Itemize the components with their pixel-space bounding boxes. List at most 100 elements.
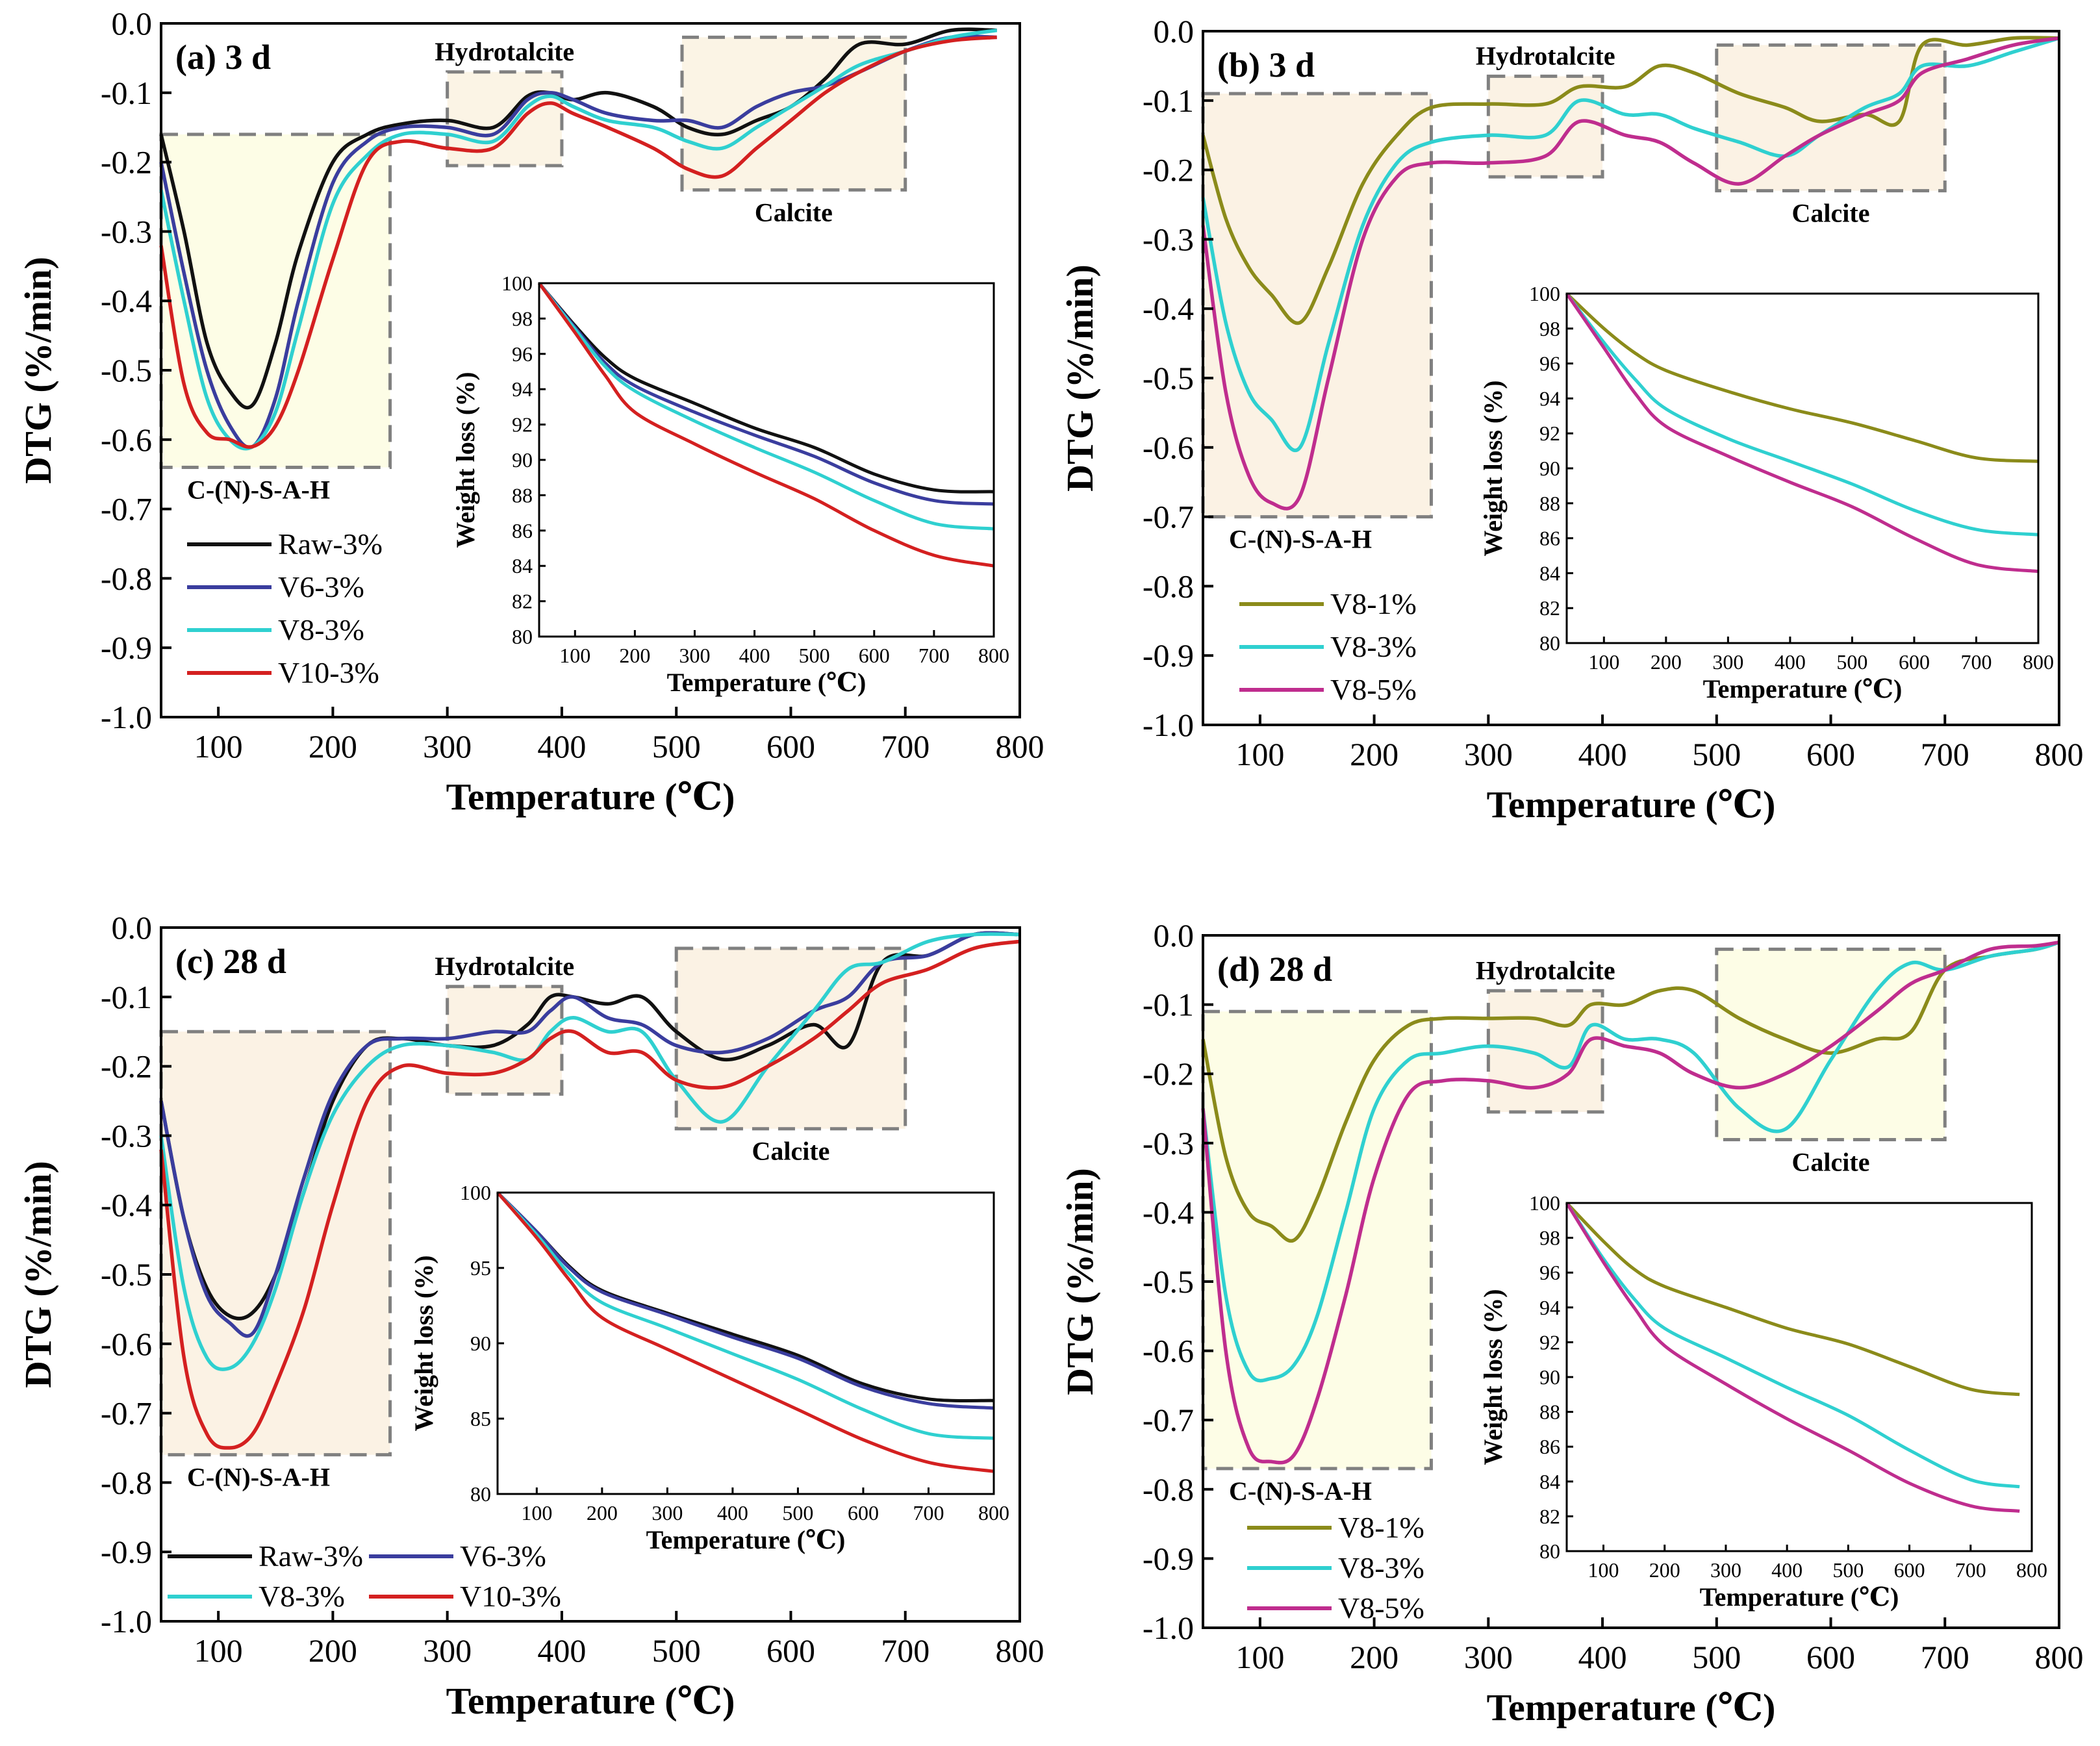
inset-x-tick-label: 300 [1712,650,1743,674]
inset-x-tick-label: 500 [799,644,830,667]
y-tick-label: -0.1 [101,979,152,1015]
legend-label: V8-1% [1338,1511,1424,1544]
x-tick-label: 300 [1464,1639,1513,1675]
legend-label: V8-5% [1330,673,1417,706]
y-tick-label: -0.5 [101,352,152,388]
inset-y-tick-label: 100 [460,1181,491,1204]
inset-x-tick-label: 500 [1832,1558,1864,1582]
inset-y-tick-label: 88 [1539,492,1560,515]
legend-label: V6-3% [278,570,364,603]
inset-x-tick-label: 200 [1651,650,1682,674]
legend-label: V10-3% [460,1580,561,1613]
inset-y-axis-title: Weight loss (%) [1478,1289,1508,1465]
inset-series-line-V8-1% [1565,292,2039,463]
y-tick-label: -0.8 [101,1464,152,1500]
region-label: C-(N)-S-A-H [1229,525,1372,554]
region-box-0 [1201,1009,1433,1471]
inset-y-tick-label: 94 [1539,386,1560,410]
y-tick-label: -0.4 [101,1187,152,1223]
inset-x-axis-title: Temperature (℃) [1700,1582,1899,1612]
y-tick-label: -0.7 [1143,499,1194,535]
x-axis-title: Temperature (℃) [446,776,735,818]
y-axis-title: DTG (%/min) [17,1161,59,1388]
inset-y-tick-label: 88 [1539,1400,1560,1424]
y-tick-label: -0.4 [101,283,152,319]
inset-x-tick-label: 700 [918,644,950,667]
inset-y-tick-label: 98 [1539,1226,1560,1250]
x-tick-label: 400 [537,1632,586,1669]
inset-y-tick-label: 90 [1539,1365,1560,1389]
region-box-2 [1715,43,1947,193]
y-tick-label: -0.7 [101,491,152,527]
inset-y-tick-label: 92 [1539,422,1560,445]
panel-label: (b) 3 d [1217,45,1315,84]
inset-y-tick-label: 96 [512,342,533,366]
legend-label: V6-3% [460,1539,546,1573]
inset-chart-c: 100 200 300 400 500 600 700 800 100 95 90 85 80 Tempe… [409,1181,1009,1554]
inset-x-tick-label: 200 [619,644,650,667]
inset-x-axis-title: Temperature (℃) [667,668,867,697]
x-tick-label: 700 [881,1632,930,1669]
x-tick-label: 600 [1806,736,1855,772]
inset-series-line-V8-3% [1565,1202,2020,1489]
y-tick-label: -0.7 [101,1395,152,1432]
inset-y-tick-label: 85 [470,1407,491,1430]
inset-x-tick-label: 700 [913,1501,944,1525]
inset-y-tick-label: 80 [470,1482,491,1506]
inset-y-tick-label: 80 [512,625,533,648]
inset-series-line-V10-3% [496,1191,994,1473]
x-axis-title: Temperature (℃) [446,1680,735,1722]
x-tick-label: 100 [194,728,243,765]
inset-y-tick-label: 82 [512,590,533,613]
y-tick-label: -0.8 [1143,1471,1194,1508]
x-tick-label: 500 [652,1632,701,1669]
chart-panel-b: C-(N)-S-A-H Hydrotalcite Calcite 100 200 300 4… [1059,13,2084,826]
panel-label: (c) 28 d [175,942,286,981]
chart-panel-d: C-(N)-S-A-H Hydrotalcite Calcite 100 200 300 4… [1059,917,2084,1728]
inset-x-tick-label: 400 [739,644,770,667]
region-label: Calcite [1792,199,1870,228]
region-label: Calcite [755,197,833,227]
y-tick-label: -0.6 [101,1326,152,1362]
inset-x-tick-label: 100 [1588,650,1619,674]
y-tick-label: -0.4 [1143,1194,1194,1230]
x-tick-label: 300 [1464,736,1513,772]
series-line-V8-3% [159,28,998,451]
inset-x-tick-label: 200 [587,1501,618,1525]
y-tick-label: -0.1 [101,75,152,111]
y-tick-label: -1.0 [1143,1610,1194,1646]
chart-panel-c: C-(N)-S-A-H Hydrotalcite Calcite 100 200 300 4… [17,909,1044,1722]
legend-label: Raw-3% [278,527,383,561]
inset-y-tick-label: 90 [470,1332,491,1355]
x-tick-label: 800 [996,728,1044,765]
y-tick-label: -1.0 [101,1603,152,1639]
x-tick-label: 200 [1350,736,1398,772]
inset-x-axis-title: Temperature (℃) [1703,674,1903,703]
y-axis-title: DTG (%/min) [1059,1168,1101,1395]
legend-label: V8-1% [1330,587,1417,620]
inset-y-axis-title: Weight loss (%) [451,372,480,548]
inset-y-tick-label: 100 [501,272,533,295]
series-line-Raw-3% [159,931,1020,1321]
inset-x-tick-label: 800 [2023,650,2054,674]
x-tick-label: 700 [881,728,930,765]
legend-label: V8-3% [278,613,364,646]
y-tick-label: 0.0 [1154,13,1195,49]
series-line-V6-3% [159,931,1020,1338]
inset-chart-d: 100 200 300 400 500 600 700 800 100 98 96 94 92 90 88 8… [1478,1191,2047,1612]
x-tick-label: 600 [1806,1639,1855,1675]
x-tick-label: 100 [1235,736,1284,772]
legend-label: V8-3% [259,1580,345,1613]
region-label: Hydrotalcite [435,37,574,66]
inset-y-tick-label: 100 [1529,1191,1560,1215]
inset-series-line-Raw-3% [538,282,994,494]
inset-y-axis-title: Weight loss (%) [409,1255,438,1431]
x-tick-label: 100 [194,1632,243,1669]
inset-x-tick-label: 400 [1775,650,1806,674]
x-tick-label: 500 [1692,736,1741,772]
inset-y-tick-label: 100 [1529,282,1560,305]
inset-x-axis-title: Temperature (℃) [646,1525,846,1554]
y-tick-label: -0.5 [1143,360,1194,396]
y-tick-label: -0.5 [1143,1263,1194,1300]
panel-label: (d) 28 d [1217,950,1332,989]
